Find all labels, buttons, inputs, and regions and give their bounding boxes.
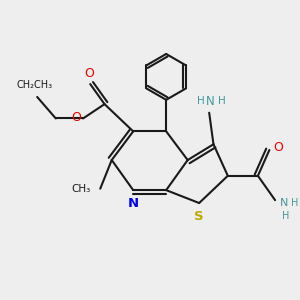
Text: H: H (197, 96, 205, 106)
Text: O: O (84, 67, 94, 80)
Text: N: N (279, 198, 288, 208)
Text: CH₃: CH₃ (71, 184, 90, 194)
Text: CH₂CH₃: CH₂CH₃ (16, 80, 52, 90)
Text: N: N (206, 95, 215, 108)
Text: O: O (274, 141, 284, 154)
Text: N: N (128, 197, 139, 210)
Text: O: O (71, 110, 81, 124)
Text: H: H (291, 198, 298, 208)
Text: H: H (282, 211, 290, 221)
Text: S: S (194, 210, 204, 223)
Text: H: H (218, 96, 226, 106)
